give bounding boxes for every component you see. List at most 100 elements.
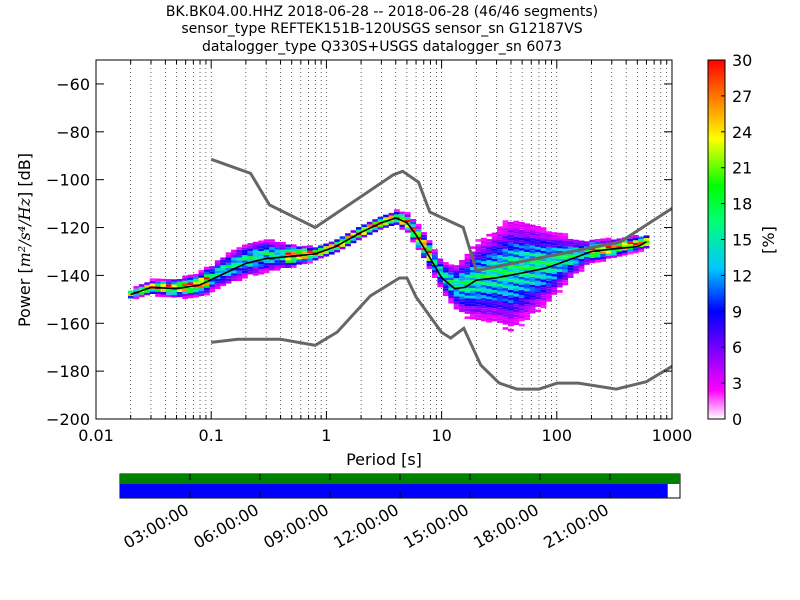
psd-cell [502, 267, 509, 270]
psd-cell [508, 292, 514, 295]
x-tick-label: 0.1 [198, 426, 223, 445]
psd-cell [622, 239, 628, 243]
psd-cell [627, 244, 634, 247]
psd-cell [242, 273, 248, 276]
psd-cell [497, 234, 503, 237]
psd-cell [535, 286, 541, 289]
psd-cell [480, 279, 487, 283]
psd-cell [524, 283, 531, 286]
psd-cell [513, 309, 520, 312]
psd-cell [502, 233, 509, 236]
psd-cell [524, 239, 531, 242]
psd-cell [464, 298, 471, 301]
psd-cell [508, 224, 514, 228]
psd-cell [535, 291, 541, 294]
psd-cell [470, 295, 476, 299]
psd-cell [491, 290, 498, 293]
psd-cell [209, 284, 216, 287]
psd-cell [518, 305, 525, 309]
psd-cell [258, 248, 265, 251]
psd-cell [605, 240, 612, 243]
psd-cell [556, 237, 563, 241]
psd-cell [421, 255, 427, 259]
psd-cell [529, 224, 536, 228]
psd-cell [296, 262, 303, 265]
psd-cell [551, 271, 558, 274]
psd-cell [556, 290, 563, 293]
psd-cell [524, 249, 531, 252]
psd-cell [535, 239, 541, 242]
psd-cell [193, 273, 199, 277]
psd-cell [513, 252, 520, 255]
psd-cell [508, 310, 514, 314]
psd-cell [133, 296, 140, 300]
psd-cell [464, 308, 471, 312]
psd-cell [442, 272, 449, 276]
psd-cell [513, 233, 520, 237]
psd-cell [263, 265, 270, 268]
psd-cell [263, 247, 270, 250]
psd-cell [529, 232, 536, 236]
psd-cell [518, 295, 525, 298]
psd-cell [497, 268, 503, 271]
psd-cell [394, 209, 400, 212]
psd-cell [578, 266, 585, 270]
psd-cell [556, 258, 563, 262]
psd-cell [176, 294, 183, 298]
psd-cell [470, 246, 476, 249]
psd-cell [497, 236, 503, 240]
psd-cell [491, 245, 498, 249]
psd-cell [464, 279, 471, 283]
psd-cell [437, 261, 444, 264]
psd-cell [540, 248, 547, 251]
psd-cell [535, 252, 541, 255]
psd-cell [546, 293, 552, 297]
psd-cell [448, 264, 455, 267]
psd-cell [497, 239, 503, 242]
psd-cell [138, 292, 145, 295]
psd-cell [204, 285, 210, 288]
psd-cell [502, 293, 509, 296]
psd-cell [622, 250, 628, 253]
psd-cell [453, 293, 460, 297]
psd-cell [263, 244, 270, 248]
psd-cell [214, 262, 221, 266]
psd-cell [258, 253, 265, 257]
psd-cell [513, 291, 520, 294]
psd-cell [442, 267, 449, 270]
psd-cell [616, 251, 623, 254]
psd-cell [546, 239, 552, 242]
psd-cell [225, 267, 232, 271]
psd-cell [432, 267, 438, 271]
psd-cell [546, 270, 552, 273]
colorbar-tick-label: 27 [732, 87, 752, 106]
psd-cell [415, 223, 422, 227]
psd-cell [475, 288, 482, 292]
psd-cell [616, 238, 623, 241]
psd-cell [225, 278, 232, 281]
psd-cell [258, 266, 265, 270]
psd-cell [540, 237, 547, 241]
psd-cell [556, 266, 563, 270]
psd-cell [513, 280, 520, 284]
psd-cell [584, 249, 590, 252]
psd-cell [535, 233, 541, 237]
psd-cell [263, 262, 270, 266]
psd-cell [231, 249, 237, 253]
psd-cell [551, 289, 558, 293]
psd-cell [486, 257, 493, 260]
psd-cell [638, 236, 645, 240]
psd-cell [486, 299, 493, 302]
psd-cell [486, 270, 493, 274]
psd-cell [611, 255, 617, 258]
psd-cell [502, 285, 509, 289]
psd-cell [480, 305, 487, 309]
psd-cell [551, 242, 558, 246]
psd-cell [546, 286, 552, 289]
psd-cell [149, 283, 156, 287]
psd-cell [252, 244, 259, 247]
psd-cell [247, 248, 254, 251]
psd-cell [513, 306, 520, 310]
psd-cell [491, 308, 498, 311]
psd-cell [529, 274, 536, 277]
